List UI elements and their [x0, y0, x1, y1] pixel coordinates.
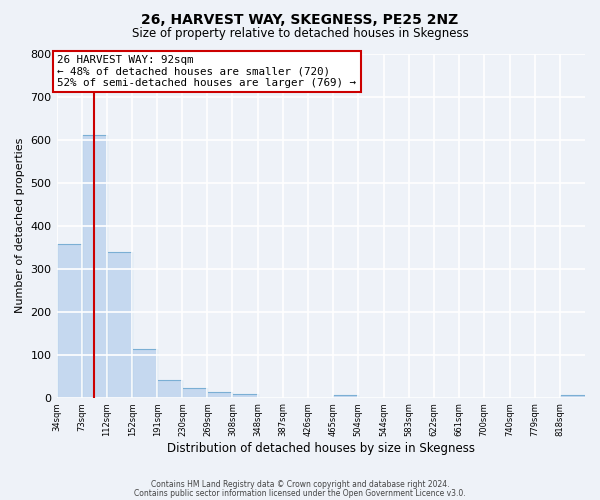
Text: Contains HM Land Registry data © Crown copyright and database right 2024.: Contains HM Land Registry data © Crown c…: [151, 480, 449, 489]
Bar: [107, 252, 131, 398]
Bar: [232, 394, 257, 398]
Bar: [182, 388, 208, 398]
Bar: [560, 396, 585, 398]
Bar: [82, 135, 107, 398]
Text: Size of property relative to detached houses in Skegness: Size of property relative to detached ho…: [131, 28, 469, 40]
Text: Contains public sector information licensed under the Open Government Licence v3: Contains public sector information licen…: [134, 488, 466, 498]
Bar: [333, 396, 358, 398]
Bar: [56, 244, 82, 398]
Bar: [133, 349, 157, 398]
Y-axis label: Number of detached properties: Number of detached properties: [15, 138, 25, 314]
Text: 26 HARVEST WAY: 92sqm
← 48% of detached houses are smaller (720)
52% of semi-det: 26 HARVEST WAY: 92sqm ← 48% of detached …: [57, 55, 356, 88]
Bar: [208, 392, 232, 398]
Bar: [157, 380, 182, 398]
Text: 26, HARVEST WAY, SKEGNESS, PE25 2NZ: 26, HARVEST WAY, SKEGNESS, PE25 2NZ: [142, 12, 458, 26]
X-axis label: Distribution of detached houses by size in Skegness: Distribution of detached houses by size …: [167, 442, 475, 455]
